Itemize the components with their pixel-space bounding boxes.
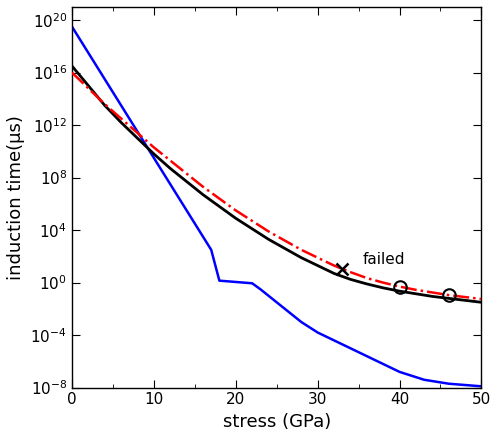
- Y-axis label: induction time(μs): induction time(μs): [7, 115, 25, 280]
- Text: failed: failed: [363, 252, 405, 267]
- X-axis label: stress (GPa): stress (GPa): [223, 413, 331, 431]
